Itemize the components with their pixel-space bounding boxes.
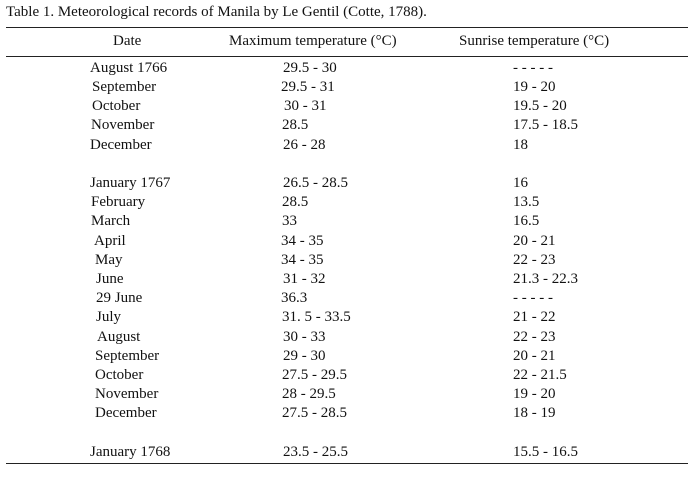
sunrise-temp-cell: 21 - 22 — [513, 309, 556, 325]
table-row: March 33 16.5 — [0, 212, 699, 231]
date-cell: January 1767 — [90, 175, 171, 191]
sunrise-temp-cell: 22 - 21.5 — [513, 367, 567, 383]
table-caption: Table 1. Meteorological records of Manil… — [6, 4, 427, 20]
date-cell: August — [97, 329, 141, 345]
sunrise-temp-cell: 20 - 21 — [513, 233, 556, 249]
table-row: August 1766 29.5 - 30 - - - - - — [0, 59, 699, 78]
date-cell: June — [96, 271, 124, 287]
sunrise-temp-cell: 19.5 - 20 — [513, 98, 567, 114]
max-temp-cell: 31. 5 - 33.5 — [282, 309, 351, 325]
date-cell: April — [94, 233, 126, 249]
max-temp-cell: 28.5 — [282, 194, 309, 210]
date-cell: 29 June — [96, 290, 143, 306]
table-row: 29 June 36.3 - - - - - — [0, 289, 699, 308]
sunrise-temp-cell: - - - - - — [513, 290, 553, 306]
table-row: December 27.5 - 28.5 18 - 19 — [0, 404, 699, 423]
max-temp-cell: 33 — [282, 213, 297, 229]
date-cell: August 1766 — [90, 60, 168, 76]
max-temp-cell: 27.5 - 28.5 — [282, 405, 347, 421]
max-temp-cell: 26.5 - 28.5 — [283, 175, 348, 191]
table-row: August 30 - 33 22 - 23 — [0, 328, 699, 347]
max-temp-cell: 30 - 33 — [283, 329, 326, 345]
sunrise-temp-cell: 21.3 - 22.3 — [513, 271, 578, 287]
sunrise-temp-cell: 17.5 - 18.5 — [513, 117, 578, 133]
date-cell: September — [95, 348, 160, 364]
max-temp-cell: 30 - 31 — [284, 98, 327, 114]
max-temp-cell: 31 - 32 — [283, 271, 326, 287]
header-sunrise-temp: Sunrise temperature (°C) — [459, 33, 610, 49]
max-temp-cell: 26 - 28 — [283, 137, 326, 153]
header-date: Date — [113, 33, 142, 49]
max-temp-cell: 23.5 - 25.5 — [283, 444, 348, 460]
sunrise-temp-cell: 16.5 — [513, 213, 540, 229]
bottom-rule — [6, 463, 688, 464]
date-cell: February — [91, 194, 146, 210]
table-row: July 31. 5 - 33.5 21 - 22 — [0, 308, 699, 327]
date-cell: December — [95, 405, 157, 421]
sunrise-temp-cell: 22 - 23 — [513, 329, 556, 345]
table-row: October 27.5 - 29.5 22 - 21.5 — [0, 366, 699, 385]
date-cell: September — [92, 79, 157, 95]
sunrise-temp-cell: 13.5 — [513, 194, 540, 210]
max-temp-cell: 34 - 35 — [281, 233, 324, 249]
date-cell: October — [92, 98, 141, 114]
max-temp-cell: 29.5 - 30 — [283, 60, 337, 76]
table-row: September 29 - 30 20 - 21 — [0, 347, 699, 366]
table-row: May 34 - 35 22 - 23 — [0, 251, 699, 270]
date-cell: November — [91, 117, 155, 133]
table-row: January 1768 23.5 - 25.5 15.5 - 16.5 — [0, 443, 699, 462]
sunrise-temp-cell: - - - - - — [513, 60, 553, 76]
table-row: February 28.5 13.5 — [0, 193, 699, 212]
sunrise-temp-cell: 19 - 20 — [513, 79, 556, 95]
max-temp-cell: 29.5 - 31 — [281, 79, 335, 95]
max-temp-cell: 29 - 30 — [283, 348, 326, 364]
date-cell: July — [96, 309, 122, 325]
table-row: November 28.5 17.5 - 18.5 — [0, 116, 699, 135]
date-cell: March — [91, 213, 131, 229]
header-max-temp: Maximum temperature (°C) — [229, 33, 397, 49]
sunrise-temp-cell: 20 - 21 — [513, 348, 556, 364]
table-row: April 34 - 35 20 - 21 — [0, 232, 699, 251]
date-cell: December — [90, 137, 152, 153]
sunrise-temp-cell: 19 - 20 — [513, 386, 556, 402]
table-row: September 29.5 - 31 19 - 20 — [0, 78, 699, 97]
table-row: June 31 - 32 21.3 - 22.3 — [0, 270, 699, 289]
top-rule — [6, 27, 688, 28]
table-row: November 28 - 29.5 19 - 20 — [0, 385, 699, 404]
sunrise-temp-cell: 18 - 19 — [513, 405, 556, 421]
max-temp-cell: 28 - 29.5 — [282, 386, 336, 402]
sunrise-temp-cell: 22 - 23 — [513, 252, 556, 268]
date-cell: November — [95, 386, 159, 402]
date-cell: October — [95, 367, 144, 383]
sunrise-temp-cell: 18 — [513, 137, 528, 153]
table-row: October 30 - 31 19.5 - 20 — [0, 97, 699, 116]
max-temp-cell: 34 - 35 — [281, 252, 324, 268]
sunrise-temp-cell: 15.5 - 16.5 — [513, 444, 578, 460]
sunrise-temp-cell: 16 — [513, 175, 528, 191]
table-row: January 1767 26.5 - 28.5 16 — [0, 174, 699, 193]
max-temp-cell: 27.5 - 29.5 — [282, 367, 347, 383]
max-temp-cell: 36.3 — [281, 290, 308, 306]
date-cell: May — [95, 252, 123, 268]
max-temp-cell: 28.5 — [282, 117, 309, 133]
table-row: December 26 - 28 18 — [0, 136, 699, 155]
date-cell: January 1768 — [90, 444, 171, 460]
header-rule — [6, 56, 688, 57]
